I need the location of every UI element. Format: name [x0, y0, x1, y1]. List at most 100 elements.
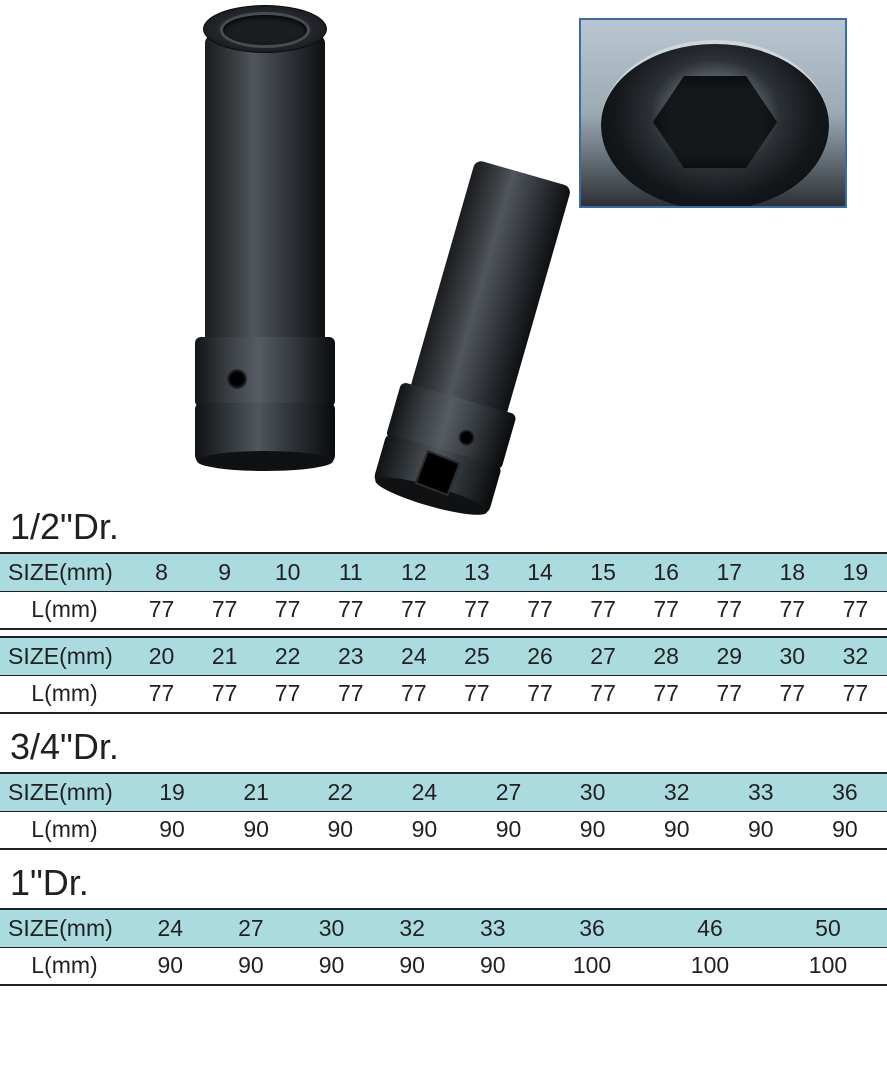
- size-cell: 26: [508, 637, 571, 675]
- size-cell: 13: [445, 553, 508, 591]
- size-cell: 16: [635, 553, 698, 591]
- size-cell: 33: [719, 773, 803, 811]
- size-cell: 21: [214, 773, 298, 811]
- product-illustration: [0, 0, 887, 500]
- length-cell: 90: [298, 811, 382, 849]
- size-cell: 36: [803, 773, 887, 811]
- size-cell: 24: [382, 637, 445, 675]
- length-cell: 77: [761, 675, 824, 713]
- socket-leaning-icon: [372, 137, 587, 516]
- length-cell: 77: [130, 675, 193, 713]
- size-cell: 24: [130, 909, 211, 947]
- length-cell: 77: [698, 591, 761, 629]
- socket-top-detail-inset: [579, 18, 847, 208]
- length-cell: 90: [635, 811, 719, 849]
- size-cell: 11: [319, 553, 382, 591]
- size-cell: 8: [130, 553, 193, 591]
- size-cell: 14: [508, 553, 571, 591]
- size-cell: 10: [256, 553, 319, 591]
- length-cell: 77: [193, 675, 256, 713]
- length-label-cell: L(mm): [0, 675, 130, 713]
- length-cell: 77: [256, 675, 319, 713]
- size-cell: 30: [761, 637, 824, 675]
- socket-upright-icon: [195, 5, 335, 465]
- size-cell: 19: [824, 553, 887, 591]
- size-cell: 32: [824, 637, 887, 675]
- length-cell: 77: [193, 591, 256, 629]
- size-cell: 50: [769, 909, 887, 947]
- length-cell: 100: [533, 947, 651, 985]
- length-label-cell: L(mm): [0, 811, 130, 849]
- length-cell: 77: [761, 591, 824, 629]
- length-cell: 77: [319, 675, 382, 713]
- length-cell: 100: [651, 947, 769, 985]
- size-cell: 27: [466, 773, 550, 811]
- spec-table: SIZE(mm)8910111213141516171819L(mm)77777…: [0, 552, 887, 630]
- spec-table: SIZE(mm)192122242730323336L(mm)909090909…: [0, 772, 887, 850]
- size-cell: 30: [551, 773, 635, 811]
- spec-table: SIZE(mm)2427303233364650L(mm)90909090901…: [0, 908, 887, 986]
- length-cell: 90: [551, 811, 635, 849]
- length-cell: 77: [824, 591, 887, 629]
- size-cell: 9: [193, 553, 256, 591]
- size-cell: 29: [698, 637, 761, 675]
- length-cell: 90: [452, 947, 533, 985]
- size-cell: 27: [572, 637, 635, 675]
- size-cell: 30: [291, 909, 372, 947]
- length-cell: 77: [572, 591, 635, 629]
- length-cell: 77: [319, 591, 382, 629]
- length-cell: 90: [130, 811, 214, 849]
- size-label-cell: SIZE(mm): [0, 909, 130, 947]
- length-cell: 77: [508, 675, 571, 713]
- size-cell: 12: [382, 553, 445, 591]
- length-cell: 90: [214, 811, 298, 849]
- length-cell: 77: [445, 675, 508, 713]
- size-cell: 28: [635, 637, 698, 675]
- length-cell: 90: [719, 811, 803, 849]
- size-cell: 22: [256, 637, 319, 675]
- length-cell: 77: [130, 591, 193, 629]
- size-cell: 36: [533, 909, 651, 947]
- size-cell: 33: [452, 909, 533, 947]
- size-cell: 21: [193, 637, 256, 675]
- length-cell: 77: [698, 675, 761, 713]
- length-cell: 77: [572, 675, 635, 713]
- length-cell: 77: [635, 591, 698, 629]
- drive-size-heading: 1"Dr.: [0, 856, 887, 908]
- length-cell: 77: [635, 675, 698, 713]
- page: 1/2"Dr.SIZE(mm)8910111213141516171819L(m…: [0, 0, 887, 986]
- length-cell: 90: [382, 811, 466, 849]
- size-cell: 18: [761, 553, 824, 591]
- drive-size-heading: 3/4"Dr.: [0, 720, 887, 772]
- size-cell: 25: [445, 637, 508, 675]
- length-cell: 77: [382, 675, 445, 713]
- size-cell: 15: [572, 553, 635, 591]
- length-cell: 77: [256, 591, 319, 629]
- size-label-cell: SIZE(mm): [0, 637, 130, 675]
- size-cell: 32: [635, 773, 719, 811]
- size-cell: 20: [130, 637, 193, 675]
- size-cell: 23: [319, 637, 382, 675]
- size-cell: 19: [130, 773, 214, 811]
- length-cell: 90: [466, 811, 550, 849]
- size-cell: 22: [298, 773, 382, 811]
- length-cell: 90: [130, 947, 211, 985]
- size-cell: 32: [372, 909, 453, 947]
- size-label-cell: SIZE(mm): [0, 773, 130, 811]
- size-cell: 46: [651, 909, 769, 947]
- size-cell: 27: [211, 909, 292, 947]
- size-cell: 17: [698, 553, 761, 591]
- spec-tables-container: 1/2"Dr.SIZE(mm)8910111213141516171819L(m…: [0, 500, 887, 986]
- length-cell: 77: [508, 591, 571, 629]
- length-cell: 77: [382, 591, 445, 629]
- length-label-cell: L(mm): [0, 591, 130, 629]
- length-label-cell: L(mm): [0, 947, 130, 985]
- size-cell: 24: [382, 773, 466, 811]
- spec-table: SIZE(mm)202122232425262728293032L(mm)777…: [0, 636, 887, 714]
- length-cell: 77: [824, 675, 887, 713]
- length-cell: 100: [769, 947, 887, 985]
- size-label-cell: SIZE(mm): [0, 553, 130, 591]
- length-cell: 90: [291, 947, 372, 985]
- length-cell: 90: [372, 947, 453, 985]
- length-cell: 90: [803, 811, 887, 849]
